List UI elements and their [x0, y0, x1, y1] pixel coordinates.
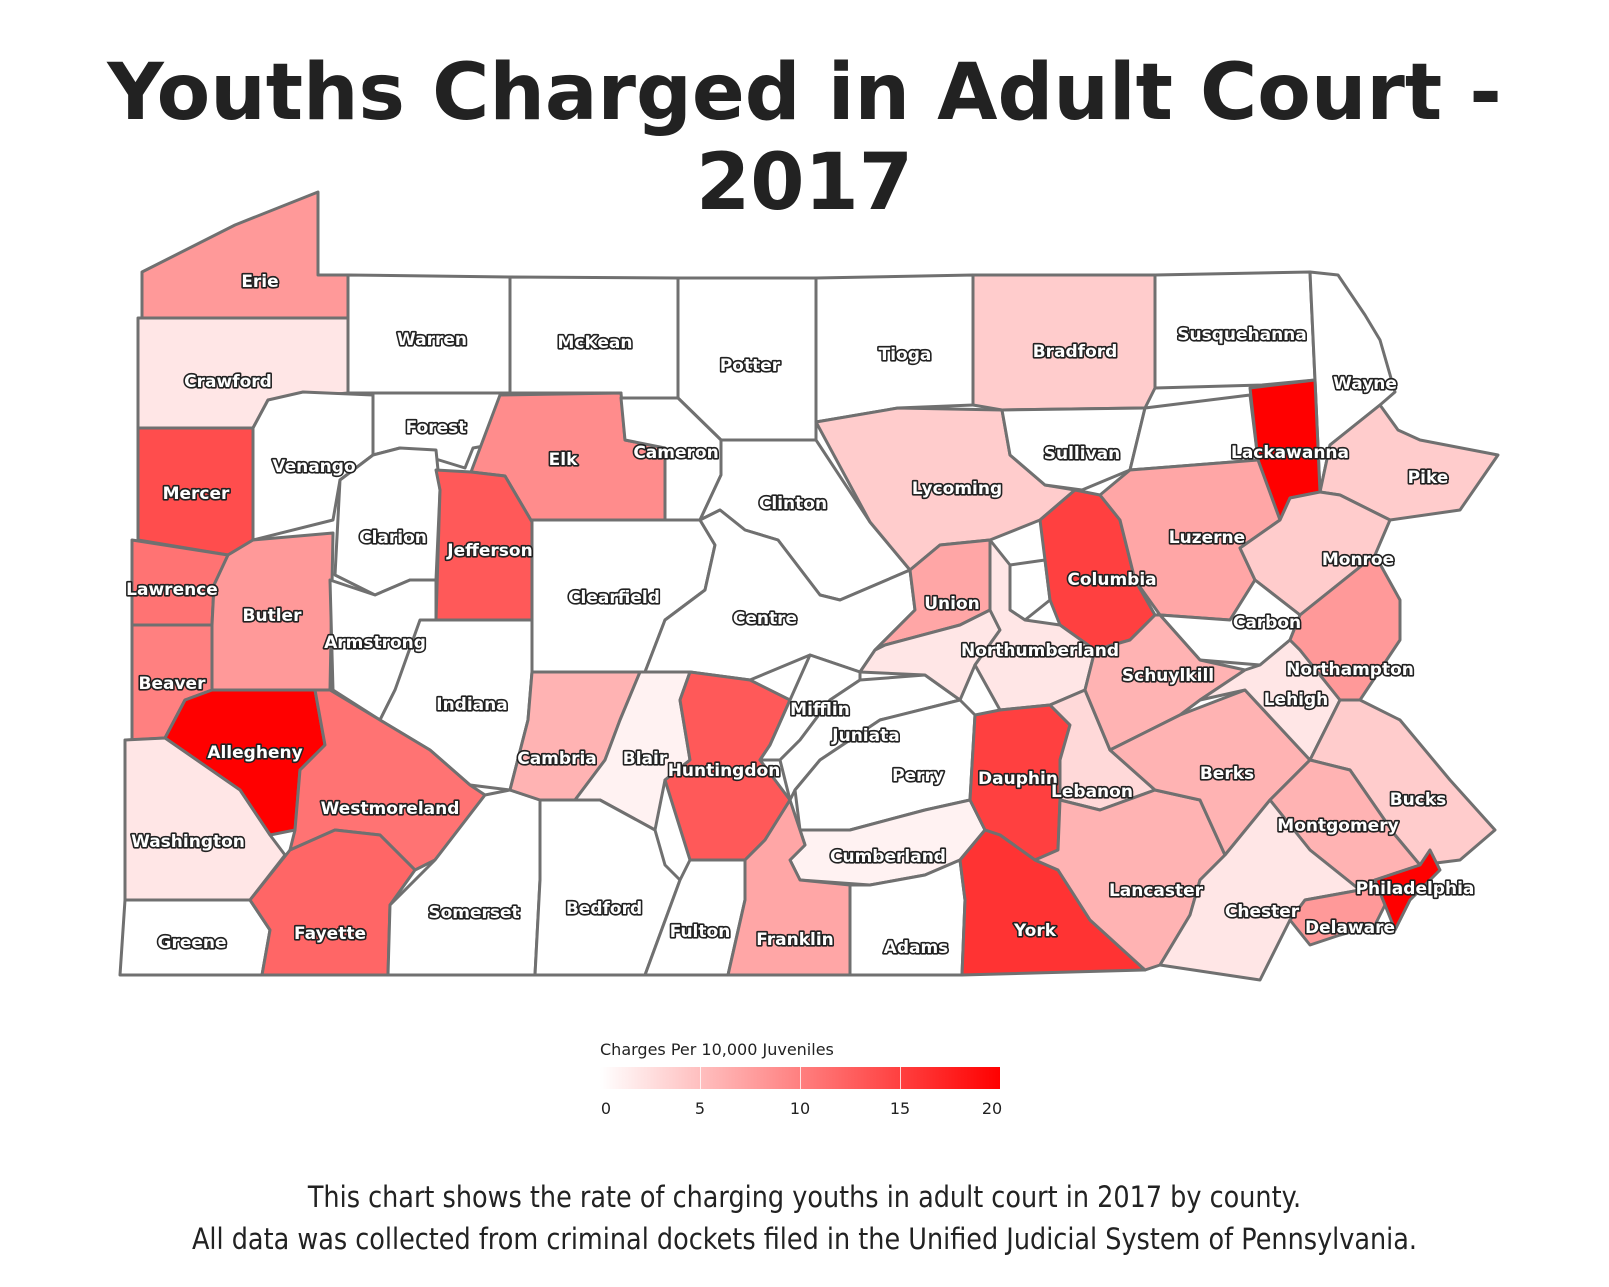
- county-label-lebanon: Lebanon: [1051, 782, 1133, 802]
- county-label-jefferson: Jefferson: [446, 541, 532, 561]
- caption-line-1: This chart shows the rate of charging yo…: [307, 1180, 1302, 1214]
- county-label-clarion: Clarion: [359, 528, 427, 548]
- county-label-montgomery: Montgomery: [1277, 816, 1398, 836]
- county-label-cameron: Cameron: [633, 443, 718, 463]
- color-legend: Charges Per 10,000 Juveniles 0 5 10 15 2…: [600, 1040, 1020, 1129]
- county-label-philadelphia: Philadelphia: [1356, 879, 1475, 899]
- county-label-berks: Berks: [1200, 764, 1254, 784]
- county-label-mifflin: Mifflin: [790, 700, 850, 720]
- legend-title: Charges Per 10,000 Juveniles: [600, 1040, 834, 1059]
- county-label-huntingdon: Huntingdon: [668, 761, 781, 781]
- county-label-lycoming: Lycoming: [912, 479, 1002, 499]
- county-label-york: York: [1013, 921, 1057, 941]
- county-label-luzerne: Luzerne: [1169, 528, 1245, 548]
- county-label-blair: Blair: [623, 749, 668, 769]
- county-montour: [1008, 558, 1052, 622]
- county-label-chester: Chester: [1225, 902, 1300, 922]
- county-label-wayne: Wayne: [1333, 374, 1397, 394]
- county-label-sullivan: Sullivan: [1044, 444, 1120, 464]
- county-label-northampton: Northampton: [1286, 660, 1414, 680]
- county-franklin: [726, 798, 852, 977]
- legend-divider: [900, 1067, 901, 1089]
- county-label-warren: Warren: [397, 330, 467, 350]
- county-label-union: Union: [924, 594, 980, 614]
- county-label-washington: Washington: [131, 832, 245, 852]
- county-label-fulton: Fulton: [670, 922, 731, 942]
- county-tioga: [814, 273, 975, 424]
- county-label-lehigh: Lehigh: [1264, 690, 1329, 710]
- county-label-lawrence: Lawrence: [126, 580, 218, 600]
- legend-tick: 20: [981, 1099, 1003, 1118]
- legend-tick: 15: [889, 1099, 911, 1118]
- county-label-erie: Erie: [241, 272, 278, 292]
- county-label-fayette: Fayette: [294, 924, 366, 944]
- county-label-franklin: Franklin: [756, 930, 834, 950]
- map-title: Youths Charged in Adult Court - 2017: [107, 48, 1502, 228]
- county-label-bucks: Bucks: [1390, 790, 1447, 810]
- county-label-mckean: McKean: [558, 333, 633, 353]
- legend-tick: 10: [789, 1099, 811, 1118]
- county-label-clearfield: Clearfield: [568, 588, 660, 608]
- county-label-westmoreland: Westmoreland: [321, 799, 460, 819]
- county-label-cambria: Cambria: [517, 749, 597, 769]
- county-label-columbia: Columbia: [1067, 570, 1156, 590]
- county-label-allegheny: Allegheny: [207, 743, 302, 763]
- county-label-lackawanna: Lackawanna: [1231, 443, 1349, 463]
- legend-tick: 5: [694, 1099, 706, 1118]
- county-label-butler: Butler: [243, 606, 303, 626]
- county-label-somerset: Somerset: [428, 903, 519, 923]
- county-label-elk: Elk: [549, 450, 578, 470]
- county-label-schuylkill: Schuylkill: [1122, 666, 1214, 686]
- county-label-juniata: Juniata: [831, 726, 899, 746]
- county-label-forest: Forest: [406, 418, 467, 438]
- county-label-crawford: Crawford: [184, 372, 272, 392]
- county-northampton: [1288, 553, 1402, 702]
- county-label-armstrong: Armstrong: [324, 633, 426, 653]
- county-label-dauphin: Dauphin: [978, 769, 1058, 789]
- legend-color-bar: [600, 1067, 1000, 1089]
- county-label-perry: Perry: [892, 766, 944, 786]
- county-label-mercer: Mercer: [163, 484, 230, 504]
- county-label-adams: Adams: [884, 938, 949, 958]
- county-label-cumberland: Cumberland: [830, 847, 946, 867]
- county-label-pike: Pike: [1408, 468, 1449, 488]
- county-label-bradford: Bradford: [1033, 342, 1118, 362]
- county-label-lancaster: Lancaster: [1109, 881, 1204, 901]
- county-label-northumberland: Northumberland: [961, 641, 1119, 661]
- county-label-tioga: Tioga: [879, 345, 932, 365]
- legend-divider: [700, 1067, 701, 1089]
- county-label-potter: Potter: [720, 356, 781, 376]
- county-label-centre: Centre: [733, 609, 797, 629]
- county-label-beaver: Beaver: [139, 674, 207, 694]
- county-monroe: [1238, 490, 1392, 617]
- legend-tick: 0: [600, 1099, 612, 1118]
- county-label-bedford: Bedford: [566, 899, 642, 919]
- caption-line-2: All data was collected from criminal doc…: [191, 1222, 1418, 1256]
- county-indiana: [378, 618, 534, 792]
- county-label-venango: Venango: [272, 457, 355, 477]
- county-label-clinton: Clinton: [759, 494, 827, 514]
- county-label-carbon: Carbon: [1233, 613, 1301, 633]
- legend-divider: [800, 1067, 801, 1089]
- county-delaware: [1288, 878, 1387, 947]
- legend-ticks: 0 5 10 15 20: [600, 1099, 1003, 1129]
- county-philadelphia: [1373, 848, 1442, 932]
- county-label-susquehanna: Susquehanna: [1177, 325, 1307, 345]
- county-label-monroe: Monroe: [1322, 550, 1394, 570]
- county-label-indiana: Indiana: [436, 695, 507, 715]
- county-erie: [140, 190, 350, 320]
- county-label-greene: Greene: [157, 933, 226, 953]
- county-label-delaware: Delaware: [1305, 918, 1395, 938]
